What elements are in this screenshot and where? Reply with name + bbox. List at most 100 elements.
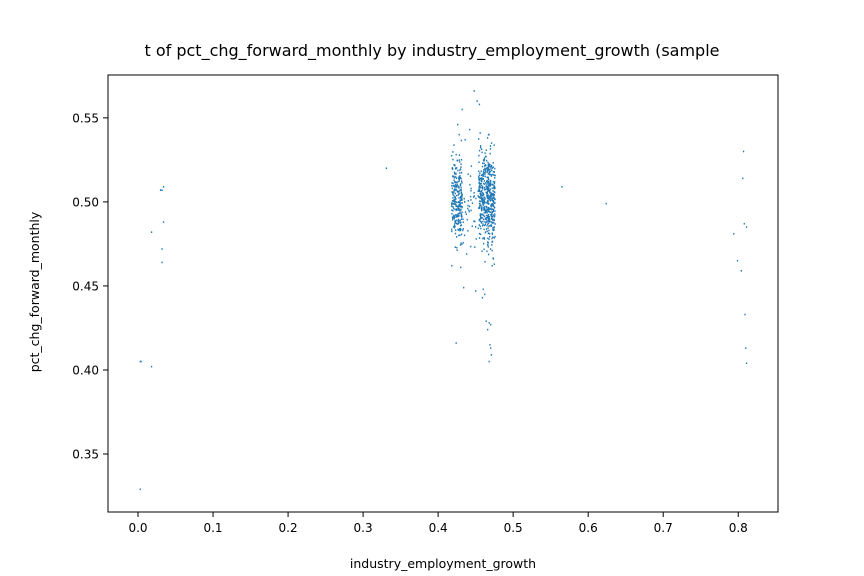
data-point [487, 195, 489, 198]
data-point [484, 209, 486, 211]
data-point [459, 172, 461, 174]
data-point [455, 173, 457, 176]
data-point [490, 323, 492, 326]
data-point [454, 181, 456, 183]
y-tick-label: 0.45 [72, 279, 99, 293]
data-point [462, 228, 464, 230]
data-point [489, 248, 492, 250]
data-point [460, 224, 463, 226]
data-point [481, 184, 483, 187]
data-point [488, 163, 490, 165]
data-point [470, 165, 473, 167]
data-point [460, 266, 462, 269]
data-point [489, 211, 492, 214]
data-point [484, 260, 486, 263]
data-point [453, 194, 455, 197]
data-point [481, 177, 483, 179]
data-point [482, 182, 485, 185]
data-point [478, 196, 481, 198]
data-point [452, 206, 454, 208]
data-point [458, 178, 461, 180]
data-point [489, 224, 491, 227]
data-point [487, 232, 490, 234]
data-point [451, 154, 453, 157]
data-point [491, 208, 494, 210]
data-point [491, 212, 493, 215]
data-point [471, 202, 474, 204]
data-point [484, 293, 486, 296]
data-point [493, 171, 495, 173]
data-point [486, 210, 488, 213]
data-point [461, 205, 463, 208]
data-point [480, 145, 482, 147]
data-point [481, 174, 483, 176]
data-point [488, 185, 490, 187]
data-point [479, 225, 481, 228]
data-point [491, 237, 493, 240]
data-point [454, 220, 456, 222]
data-point [453, 217, 455, 220]
data-point [453, 164, 456, 166]
data-point [481, 187, 484, 190]
data-point [458, 190, 460, 193]
data-point [487, 243, 489, 246]
data-point [459, 175, 461, 178]
data-point [473, 90, 475, 92]
data-point [491, 198, 494, 200]
data-point [484, 169, 486, 171]
data-point [483, 202, 485, 205]
data-point [140, 360, 142, 363]
x-tick-label: 0.7 [654, 521, 673, 535]
data-point [489, 188, 491, 191]
data-point [451, 228, 453, 231]
data-point [478, 186, 480, 189]
x-tick-label: 0.8 [729, 521, 748, 535]
data-point [483, 215, 486, 218]
data-point [493, 194, 495, 196]
data-point [482, 202, 484, 204]
data-point [491, 233, 493, 236]
data-point [452, 192, 454, 195]
data-point [481, 213, 484, 216]
data-point [484, 175, 486, 178]
data-point [482, 203, 484, 206]
data-point [489, 197, 492, 199]
data-point [480, 222, 483, 224]
data-point [466, 253, 468, 255]
data-point [492, 204, 494, 206]
data-point [475, 238, 477, 240]
data-point [457, 194, 459, 196]
data-point [460, 198, 462, 201]
data-point [483, 207, 485, 209]
data-point [487, 176, 489, 179]
data-point [484, 165, 486, 167]
data-point [451, 212, 453, 215]
data-point [492, 258, 495, 260]
data-point [493, 184, 495, 187]
data-point [479, 205, 481, 208]
data-point [492, 219, 494, 222]
data-point [455, 209, 457, 212]
data-point [488, 360, 490, 363]
data-point [482, 159, 485, 161]
data-point [736, 259, 739, 262]
data-point [489, 199, 491, 202]
data-point [487, 217, 489, 219]
data-point [487, 167, 490, 169]
data-point [452, 158, 454, 161]
data-point [480, 204, 482, 206]
data-point [466, 218, 468, 221]
data-points [139, 90, 748, 491]
data-point [457, 228, 459, 231]
data-point [454, 208, 456, 211]
data-point [492, 180, 494, 183]
data-point [479, 203, 481, 205]
data-point [451, 203, 453, 206]
data-point [488, 173, 491, 176]
data-point [454, 225, 456, 228]
data-point [481, 205, 483, 208]
data-point [489, 235, 491, 238]
data-point [479, 192, 481, 195]
data-point [455, 222, 458, 225]
